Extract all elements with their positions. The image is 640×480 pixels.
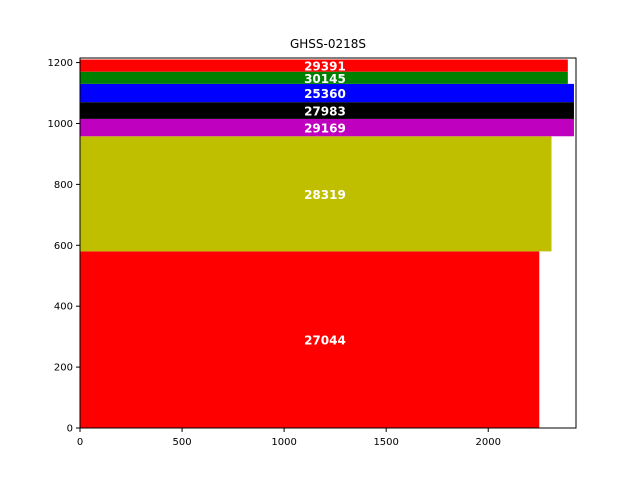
bar-label-3: 27983 <box>304 105 346 119</box>
y-axis: 0 200 400 600 800 1000 1200 <box>48 58 80 435</box>
y-tick-label-1: 200 <box>54 363 73 374</box>
y-tick-label-2: 400 <box>54 302 73 313</box>
bar-label-2: 29169 <box>304 122 346 136</box>
bar-0 <box>80 251 540 428</box>
bar-1 <box>80 136 552 252</box>
bar-label-6: 29391 <box>304 60 346 74</box>
bar-label-4: 25360 <box>304 87 346 101</box>
bar-2 <box>80 118 574 137</box>
y-tick-label-5: 1000 <box>48 119 73 130</box>
bar-3 <box>80 102 574 119</box>
y-tick-label-0: 0 <box>67 424 73 435</box>
y-tick-label-6: 1200 <box>48 58 73 69</box>
chart-title: GHSS-0218S <box>290 37 366 51</box>
bar-label-0: 27044 <box>304 334 346 348</box>
bar-5 <box>80 71 568 84</box>
x-tick-label-2: 1000 <box>271 437 296 448</box>
y-tick-label-3: 600 <box>54 241 73 252</box>
bars-group <box>80 59 574 428</box>
plot-frame <box>79 57 577 429</box>
x-tick-label-3: 1500 <box>373 437 398 448</box>
x-axis: 0 500 1000 1500 2000 <box>77 428 501 448</box>
bar-label-5: 30145 <box>304 72 346 86</box>
x-tick-label-4: 2000 <box>476 437 501 448</box>
bar-4 <box>80 83 574 103</box>
y-tick-label-4: 800 <box>54 180 73 191</box>
x-tick-label-1: 500 <box>173 437 192 448</box>
x-tick-label-0: 0 <box>77 437 83 448</box>
bar-label-1: 28319 <box>304 188 346 202</box>
bar-6 <box>80 59 568 72</box>
